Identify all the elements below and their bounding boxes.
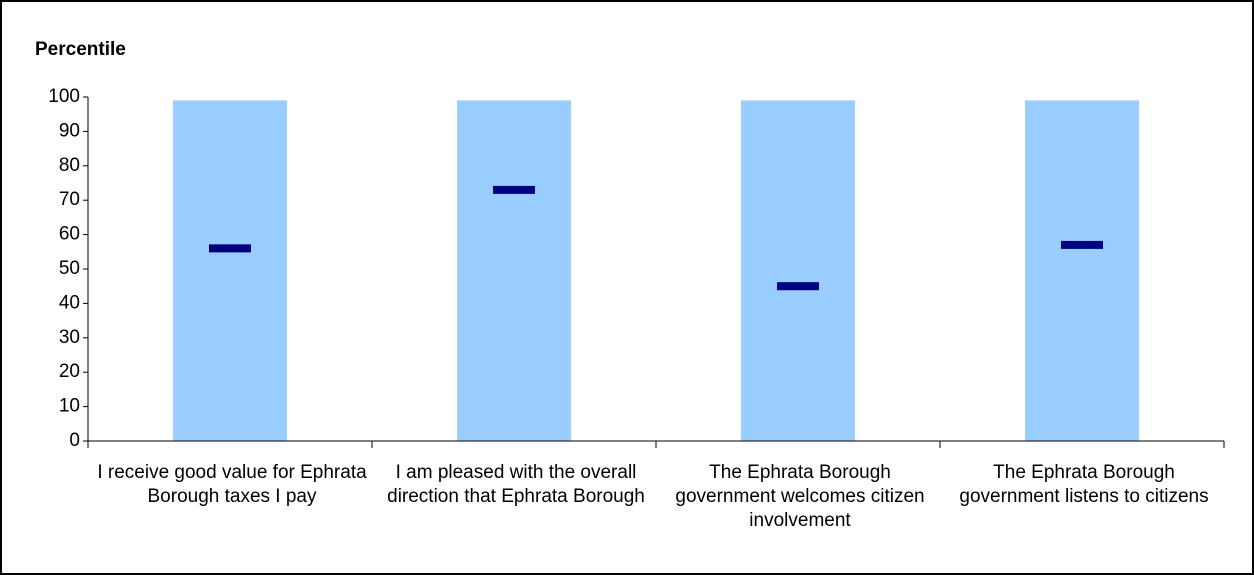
- marker: [209, 244, 251, 253]
- y-tick-label: 40: [59, 292, 80, 313]
- y-tick-label: 90: [59, 120, 80, 141]
- range-bar: [173, 100, 287, 441]
- y-tick-label: 60: [59, 224, 80, 245]
- x-tick-label: The Ephrata Borough government welcomes …: [675, 462, 925, 531]
- range-bar: [1025, 100, 1139, 441]
- marker: [777, 282, 819, 291]
- y-tick-label: 20: [59, 361, 80, 382]
- y-tick-label: 10: [59, 396, 80, 417]
- y-tick-label: 30: [59, 327, 80, 348]
- y-tick-label: 0: [69, 430, 80, 451]
- marker: [493, 185, 535, 194]
- y-tick-label: 50: [59, 258, 80, 279]
- y-tick-label: 70: [59, 189, 80, 210]
- marker: [1061, 240, 1103, 249]
- x-tick-label: The Ephrata Borough government listens t…: [959, 462, 1209, 507]
- x-tick-label: I receive good value for Ephrata Borough…: [97, 462, 367, 507]
- x-tick-label: I am pleased with the overall direction …: [387, 462, 645, 507]
- chart-title: Percentile: [35, 39, 126, 60]
- y-tick-label: 80: [59, 155, 80, 176]
- y-tick-label: 100: [48, 86, 80, 107]
- range-bar: [457, 100, 571, 441]
- range-bar: [741, 100, 855, 441]
